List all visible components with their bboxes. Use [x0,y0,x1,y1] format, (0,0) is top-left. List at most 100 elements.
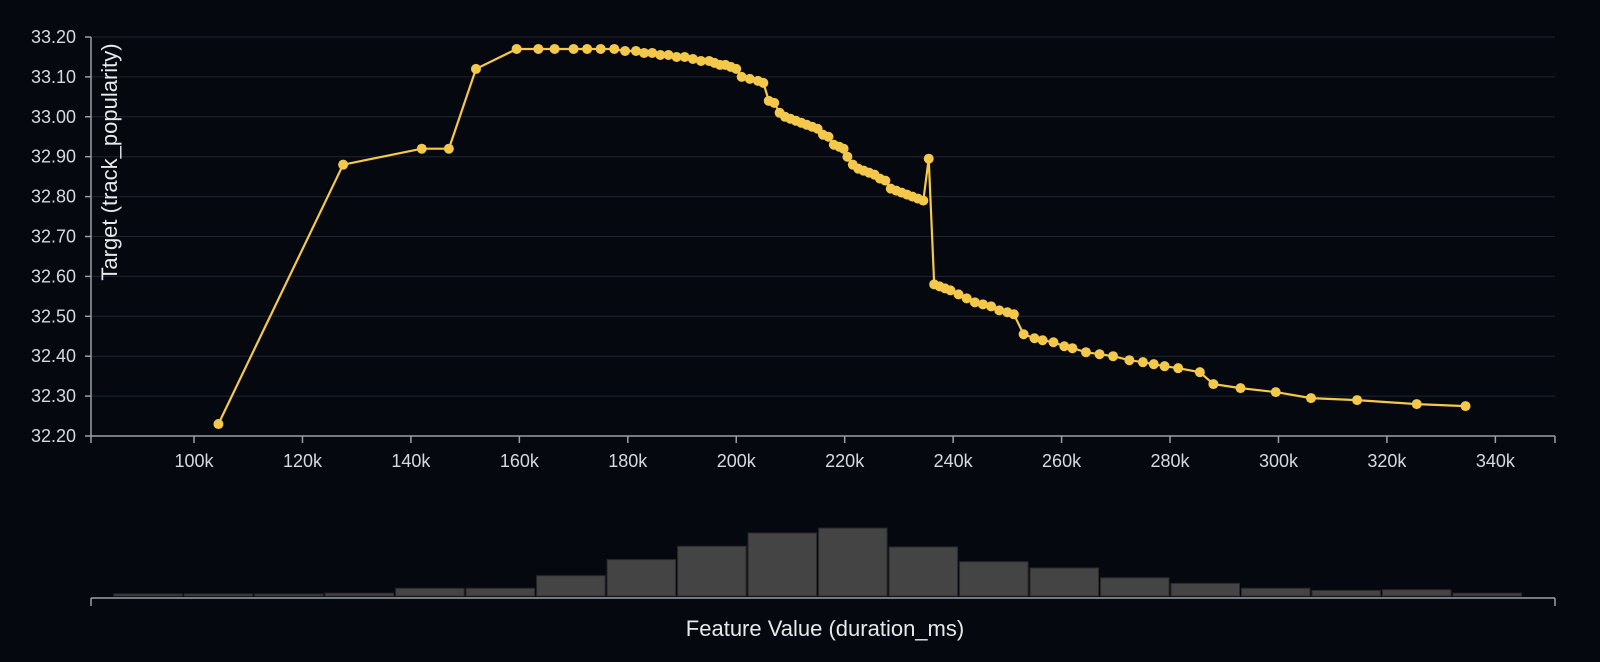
y-tick-label: 32.30 [31,386,76,406]
data-point [609,43,620,54]
data-point [953,289,964,300]
histogram-bar [113,593,183,597]
y-tick-label: 32.70 [31,227,76,247]
data-point [918,195,929,206]
data-point [568,43,579,54]
data-point [1270,387,1281,398]
data-point [1173,363,1184,374]
histogram-bar [536,575,606,597]
y-tick-label: 32.50 [31,306,76,326]
data-point [338,159,349,170]
y-tick-label: 33.00 [31,107,76,127]
x-tick-label: 100k [174,451,214,471]
histogram-bar [1452,592,1522,597]
data-point [416,143,427,154]
data-point [1208,379,1219,390]
histogram-bar [888,546,959,597]
data-point [1194,367,1205,378]
y-tick-label: 32.60 [31,266,76,286]
x-tick-label: 120k [283,451,323,471]
data-point [1080,347,1091,358]
data-point [736,71,747,82]
data-point [1018,329,1029,340]
data-point [511,43,522,54]
histogram-bar [747,532,818,597]
data-point [744,73,755,84]
data-point [731,63,742,74]
histogram-bar [1100,577,1170,597]
data-point [769,97,780,108]
data-point [1148,359,1159,370]
x-axis-title: Feature Value (duration_ms) [686,616,964,641]
histogram-bar [183,593,254,597]
data-point [923,153,934,164]
data-point [620,45,631,56]
data-point [1067,343,1078,354]
x-tick-label: 240k [934,451,974,471]
data-point [880,175,891,186]
data-point [663,49,674,60]
data-point [679,51,690,62]
x-tick-label: 260k [1042,451,1082,471]
feature-histogram [113,527,1522,597]
data-point [969,297,980,308]
data-point [1124,355,1135,366]
histogram-bar [395,587,465,597]
data-point [1352,395,1363,406]
data-point [671,51,682,62]
data-point [1108,351,1119,362]
grid [91,36,1555,397]
y-tick-label: 32.90 [31,147,76,167]
x-tick-label: 280k [1150,451,1190,471]
y-tick-label: 32.20 [31,426,76,446]
axes: 32.20 32.30 32.40 32.50 32.60 32.70 32.80 32.90… [31,27,1556,606]
y-axis-title: Target (track_popularity) [97,43,122,280]
data-point [1094,349,1105,360]
data-point [1029,333,1040,344]
data-point [977,299,988,310]
data-point [655,49,666,60]
data-point [696,55,706,66]
data-point [213,419,224,430]
data-point [639,47,650,58]
data-point [1460,401,1471,412]
x-tick-label: 340k [1476,451,1516,471]
partial-dependence-points [213,43,1471,430]
histogram-bar [606,559,677,597]
histogram-bar [1241,587,1311,597]
histogram-bar [959,561,1029,597]
x-tick-label: 160k [500,451,540,471]
data-point [758,77,769,88]
histogram-bar [818,527,888,597]
x-tick-label: 180k [608,451,648,471]
histogram-bar [254,593,324,597]
x-tick-label: 200k [717,451,757,471]
histogram-bar [324,592,395,597]
data-point [595,43,606,54]
data-point [1306,393,1316,404]
data-point [823,131,834,142]
data-point [1411,399,1422,410]
x-tick-label: 300k [1259,451,1299,471]
histogram-bar [1311,589,1381,597]
data-point [647,47,658,58]
y-tick-label: 32.80 [31,187,76,207]
y-tick-label: 33.20 [31,27,76,47]
data-point [1137,357,1148,368]
data-point [945,285,956,296]
data-point [533,43,544,54]
x-tick-label: 320k [1367,451,1407,471]
data-point [842,151,853,162]
data-point [470,63,481,74]
x-tick-label: 140k [391,451,431,471]
data-point [549,43,560,54]
data-point [1048,337,1059,348]
histogram-bar [1381,589,1452,597]
y-tick-label: 32.40 [31,346,76,366]
data-point [443,143,454,154]
data-point [838,143,849,154]
histogram-bar [465,587,536,597]
data-point [687,53,698,64]
